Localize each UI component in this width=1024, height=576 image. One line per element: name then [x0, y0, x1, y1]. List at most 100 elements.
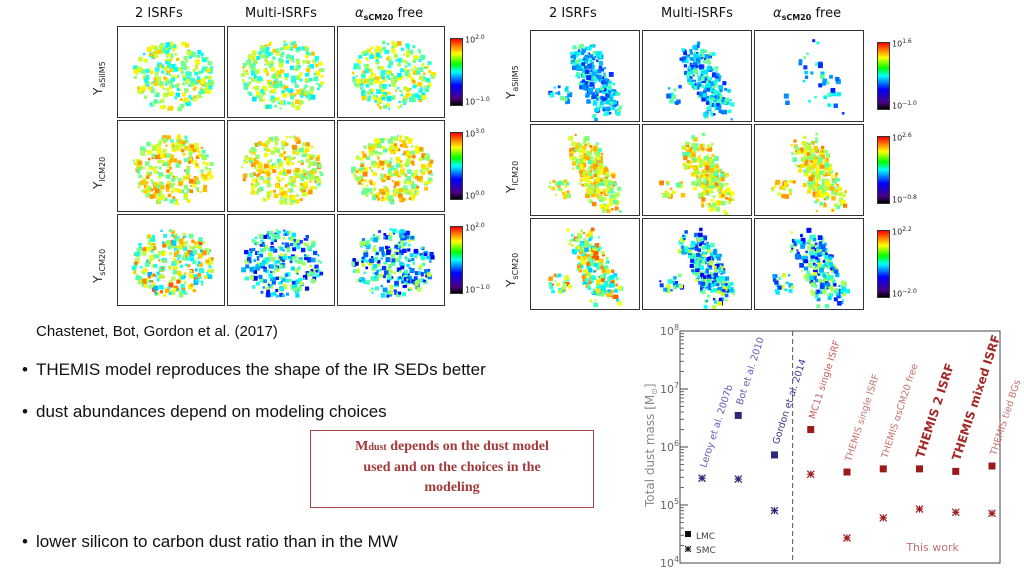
map-pixel: [169, 167, 172, 170]
map-pixel: [202, 150, 206, 154]
map-pixel: [290, 243, 293, 246]
map-pixel: [813, 146, 818, 151]
map-pixel: [183, 153, 186, 156]
map-pixel: [178, 289, 181, 292]
map-pixel: [413, 55, 418, 60]
map-pixel: [267, 183, 271, 187]
map-pixel: [258, 76, 263, 81]
map-pixel: [406, 151, 411, 156]
map-pixel: [418, 59, 421, 62]
map-pixel: [423, 86, 425, 88]
map-pixel: [361, 261, 363, 263]
map-pixel: [712, 185, 715, 188]
map-pixel: [713, 298, 716, 301]
map-pixel: [304, 92, 306, 94]
map-pixel: [387, 295, 390, 298]
map-pixel: [713, 179, 716, 182]
map-pixel: [597, 177, 599, 179]
left-colorbar: [450, 226, 463, 294]
map-pixel: [431, 76, 435, 80]
map-pixel: [587, 64, 592, 69]
right-column-title: Multi-ISRFs: [661, 6, 733, 21]
map-pixel: [819, 252, 822, 255]
map-pixel: [717, 257, 721, 261]
map-pixel: [412, 262, 415, 265]
map-pixel: [194, 87, 197, 90]
map-pixel: [292, 145, 297, 150]
map-pixel: [818, 83, 822, 87]
map-pixel: [690, 82, 694, 86]
map-pixel: [813, 159, 818, 164]
map-pixel: [713, 113, 716, 116]
map-pixel: [803, 136, 806, 139]
map-pixel: [728, 110, 731, 113]
map-pixel: [279, 187, 284, 192]
map-pixel: [298, 259, 303, 264]
map-pixel: [307, 258, 311, 262]
map-pixel: [408, 240, 410, 242]
map-pixel: [588, 286, 592, 290]
map-pixel: [421, 247, 424, 250]
map-pixel: [137, 86, 140, 89]
map-pixel: [268, 194, 271, 197]
map-pixel: [270, 99, 272, 101]
map-pixel: [809, 251, 814, 256]
map-pixel: [138, 161, 143, 166]
map-pixel: [381, 91, 383, 93]
map-pixel: [352, 258, 356, 262]
map-pixel: [292, 268, 295, 271]
map-pixel: [414, 173, 416, 175]
map-pixel: [577, 256, 580, 259]
map-pixel: [388, 170, 391, 173]
map-pixel: [180, 104, 184, 108]
map-pixel: [194, 246, 196, 248]
map-pixel: [252, 239, 254, 241]
map-pixel: [577, 233, 581, 237]
map-pixel: [199, 242, 202, 245]
map-pixel: [398, 193, 403, 198]
map-pixel: [724, 102, 727, 105]
map-pixel: [403, 87, 406, 90]
map-pixel: [378, 230, 381, 233]
map-pixel: [584, 66, 587, 69]
right-map-figure: 2 ISRFs Multi-ISRFs αsCM20 free YaSilM5 101.…: [510, 0, 910, 310]
map-pixel: [708, 275, 711, 278]
map-pixel: [188, 152, 192, 156]
map-pixel: [312, 273, 315, 276]
map-pixel: [184, 281, 187, 284]
map-pixel: [690, 52, 693, 55]
map-pixel: [573, 63, 576, 66]
map-pixel: [377, 66, 381, 70]
map-pixel: [833, 283, 837, 287]
map-pixel: [356, 79, 360, 83]
map-pixel: [290, 95, 294, 99]
map-pixel: [147, 84, 149, 86]
map-pixel: [711, 261, 713, 263]
map-pixel: [370, 191, 373, 194]
map-pixel: [312, 66, 314, 68]
map-image: [338, 215, 444, 305]
row-label-sub: lCM20: [98, 157, 107, 182]
map-pixel: [605, 262, 607, 264]
map-pixel: [603, 109, 605, 111]
map-pixel: [266, 148, 270, 152]
map-pixel: [710, 267, 713, 270]
map-pixel: [581, 184, 584, 187]
map-pixel: [404, 270, 408, 274]
map-pixel: [266, 70, 269, 73]
map-pixel: [361, 191, 365, 195]
map-pixel: [287, 46, 291, 50]
map-pixel: [264, 171, 267, 174]
map-pixel: [602, 207, 604, 209]
colorbar-exp: −0.8: [902, 194, 917, 201]
map-pixel: [401, 94, 403, 96]
map-pixel: [257, 256, 259, 258]
map-pixel: [250, 267, 255, 272]
map-pixel: [282, 93, 287, 98]
map-pixel: [702, 151, 704, 153]
map-pixel: [275, 142, 278, 145]
map-pixel: [276, 176, 279, 179]
map-pixel: [580, 250, 582, 252]
map-pixel: [608, 90, 610, 92]
map-pixel: [261, 291, 264, 294]
